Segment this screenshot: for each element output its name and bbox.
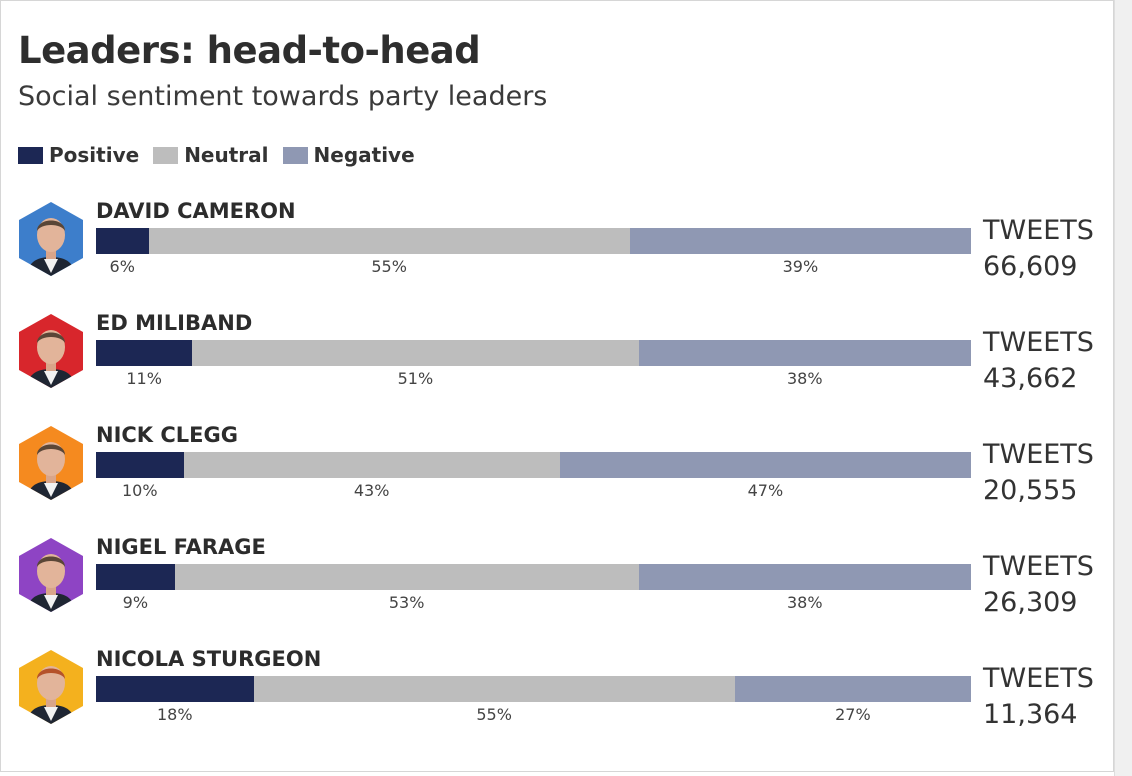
leader-avatar [19, 426, 83, 500]
value-label-negative: 38% [786, 369, 823, 388]
legend-swatch-positive [18, 146, 43, 164]
tweets-label: TWEETS [983, 663, 1094, 694]
value-label-negative: 47% [747, 481, 784, 500]
leader-row: NIGEL FARAGE 9% 53% 38% TWEETS 26,309 [1, 535, 1115, 649]
bar-segment-negative [734, 676, 971, 702]
leader-avatar [19, 650, 83, 724]
bar-segment-positive [96, 676, 254, 702]
leader-name: NIGEL FARAGE [96, 535, 266, 559]
bar-segment-positive [96, 452, 184, 478]
sentiment-bar [96, 676, 971, 702]
sentiment-bar [96, 340, 971, 366]
value-label-negative: 38% [786, 593, 823, 612]
chart-frame: Leaders: head-to-head Social sentiment t… [0, 0, 1114, 772]
bar-segment-negative [629, 228, 971, 254]
value-label-positive: 18% [156, 705, 193, 724]
legend-item-positive: Positive [18, 143, 139, 167]
chart-title: Leaders: head-to-head [18, 29, 481, 72]
tweets-label: TWEETS [983, 327, 1094, 358]
leader-name: ED MILIBAND [96, 311, 253, 335]
legend-swatch-negative [282, 146, 308, 164]
bar-segment-positive [96, 564, 175, 590]
bar-segment-neutral [174, 564, 639, 590]
leader-row: NICK CLEGG 10% 43% 47% TWEETS 20,555 [1, 423, 1115, 537]
leader-name: DAVID CAMERON [96, 199, 296, 223]
leader-name: NICK CLEGG [96, 423, 238, 447]
value-label-positive: 6% [109, 257, 135, 276]
leader-name: NICOLA STURGEON [96, 647, 322, 671]
tweets-count: 26,309 [983, 587, 1078, 618]
legend: Positive Neutral Negative [18, 141, 429, 169]
vertical-scrollbar[interactable] [1114, 0, 1132, 776]
bar-segment-positive [96, 340, 193, 366]
value-label-neutral: 55% [371, 257, 407, 276]
bar-segment-neutral [148, 228, 630, 254]
tweets-count: 11,364 [983, 699, 1078, 730]
bar-segment-negative [638, 340, 971, 366]
legend-label-positive: Positive [49, 143, 140, 167]
bar-segment-neutral [192, 340, 639, 366]
bar-segment-negative [559, 452, 971, 478]
legend-item-negative: Negative [282, 143, 415, 167]
tweets-label: TWEETS [983, 215, 1094, 246]
leader-avatar [19, 314, 83, 388]
leader-avatar [19, 538, 83, 612]
tweets-count: 20,555 [983, 475, 1078, 506]
bar-segment-neutral [183, 452, 560, 478]
chart-subtitle: Social sentiment towards party leaders [18, 81, 548, 112]
sentiment-bar [96, 452, 971, 478]
leader-row: NICOLA STURGEON 18% 55% 27% TWEETS 11,364 [1, 647, 1115, 761]
bar-segment-neutral [253, 676, 735, 702]
value-label-neutral: 55% [476, 705, 512, 724]
leader-row: ED MILIBAND 11% 51% 38% TWEETS 43,662 [1, 311, 1115, 425]
sentiment-bar [96, 228, 971, 254]
bar-segment-negative [638, 564, 971, 590]
value-label-positive: 9% [122, 593, 149, 612]
leader-avatar [19, 202, 83, 276]
tweets-label: TWEETS [983, 551, 1094, 582]
value-label-neutral: 53% [388, 593, 425, 612]
value-label-neutral: 43% [353, 481, 390, 500]
sentiment-bar [96, 564, 971, 590]
value-label-neutral: 51% [397, 369, 434, 388]
leader-row: DAVID CAMERON 6% 55% 39% TWEETS 66,609 [1, 199, 1115, 313]
tweets-count: 43,662 [983, 363, 1078, 394]
legend-swatch-neutral [153, 146, 179, 164]
legend-label-neutral: Neutral [184, 143, 269, 167]
legend-label-negative: Negative [313, 143, 415, 167]
value-label-negative: 27% [835, 705, 871, 724]
legend-item-neutral: Neutral [153, 143, 269, 167]
value-label-positive: 10% [121, 481, 158, 500]
value-label-negative: 39% [782, 257, 819, 276]
tweets-count: 66,609 [983, 251, 1078, 282]
value-label-positive: 11% [126, 369, 162, 388]
tweets-label: TWEETS [983, 439, 1094, 470]
bar-segment-positive [96, 228, 149, 254]
